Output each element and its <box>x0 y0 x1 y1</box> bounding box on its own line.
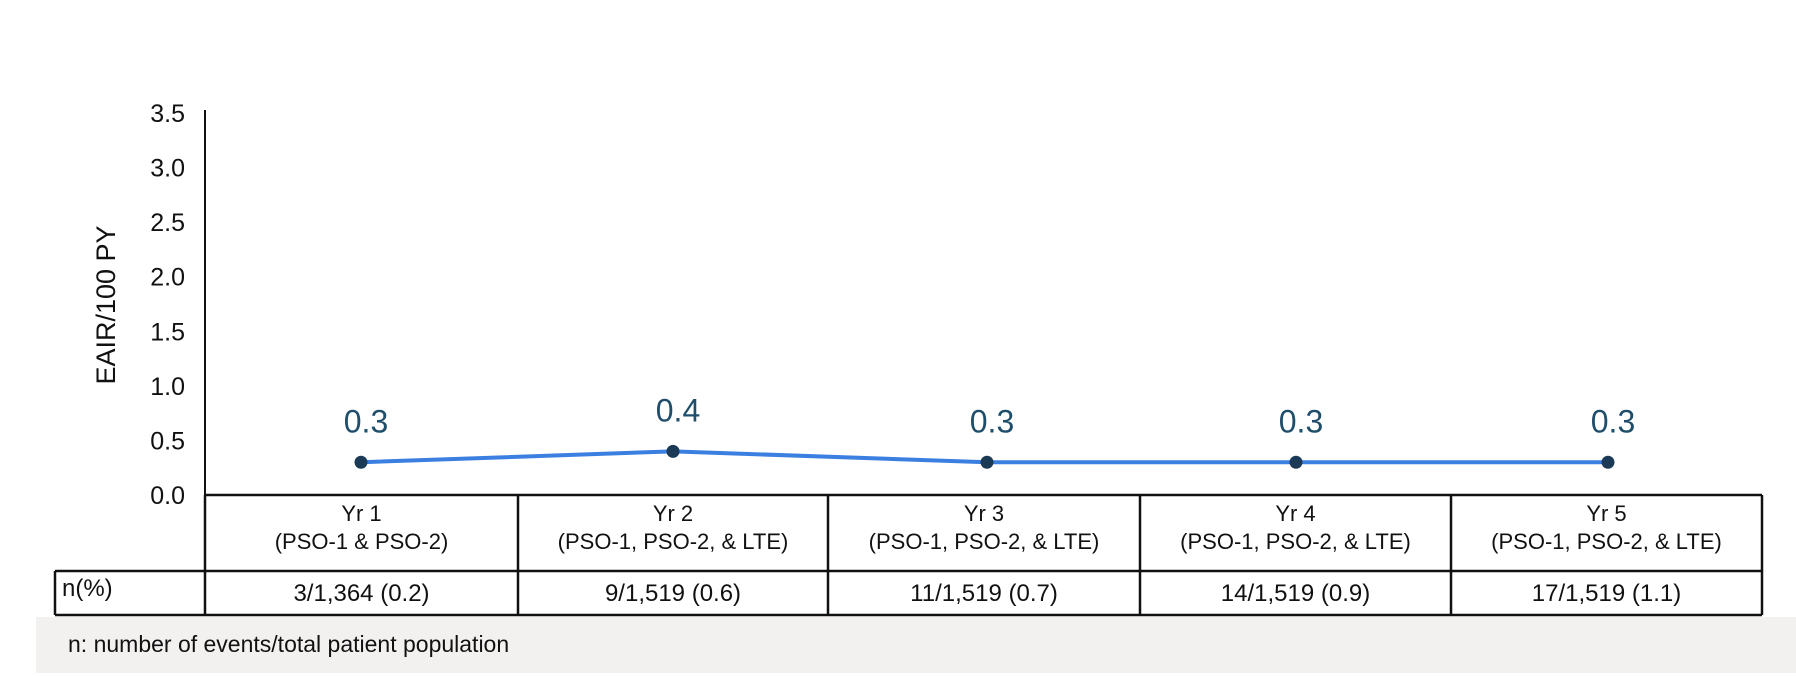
x-category-label: Yr 3 <box>964 501 1004 526</box>
x-category-sublabel: (PSO-1, PSO-2, & LTE) <box>1491 529 1722 554</box>
eair-line-chart: 0.0 0.5 1.0 1.5 2.0 2.5 3.0 3.5 EAIR/100 PY 0.3 0.… <box>53 100 1764 617</box>
data-label: 0.3 <box>970 403 1014 439</box>
data-label: 0.4 <box>656 392 700 428</box>
x-category-sublabel: (PSO-1, PSO-2, & LTE) <box>1180 529 1411 554</box>
y-tick-label: 3.5 <box>150 100 185 128</box>
data-point <box>1289 455 1303 469</box>
y-tick-label: 2.5 <box>150 209 185 237</box>
x-category-label: Yr 5 <box>1586 501 1626 526</box>
table-cell: 3/1,364 (0.2) <box>293 580 429 607</box>
data-point <box>1601 455 1615 469</box>
footnote-text: n: number of events/total patient popula… <box>68 631 510 657</box>
y-tick-label: 1.0 <box>150 373 185 401</box>
table-cell: 11/1,519 (0.7) <box>910 580 1058 607</box>
data-label: 0.3 <box>1591 403 1635 439</box>
data-point <box>666 444 680 458</box>
x-category-sublabel: (PSO-1 & PSO-2) <box>275 529 449 554</box>
y-tick-label: 0.5 <box>150 427 185 455</box>
y-tick-label: 3.0 <box>150 155 185 183</box>
y-axis-title: EAIR/100 PY <box>91 225 121 384</box>
y-tick-label: 1.5 <box>150 318 185 346</box>
x-category-label: Yr 2 <box>653 501 693 526</box>
x-category-label: Yr 4 <box>1275 501 1315 526</box>
data-point <box>354 455 368 469</box>
y-tick-label: 0.0 <box>150 482 185 510</box>
table-cell: 17/1,519 (1.1) <box>1532 580 1681 607</box>
table-cell: 9/1,519 (0.6) <box>605 580 741 607</box>
table-cell: 14/1,519 (0.9) <box>1221 580 1370 607</box>
x-category-sublabel: (PSO-1, PSO-2, & LTE) <box>869 529 1100 554</box>
x-category-sublabel: (PSO-1, PSO-2, & LTE) <box>558 529 789 554</box>
data-label: 0.3 <box>344 403 388 439</box>
footnote-box: n: number of events/total patient popula… <box>36 617 1796 673</box>
data-label: 0.3 <box>1279 403 1323 439</box>
x-category-label: Yr 1 <box>341 501 381 526</box>
y-tick-label: 2.0 <box>150 264 185 292</box>
data-point <box>980 455 994 469</box>
table-row-header: n(%) <box>62 575 113 602</box>
